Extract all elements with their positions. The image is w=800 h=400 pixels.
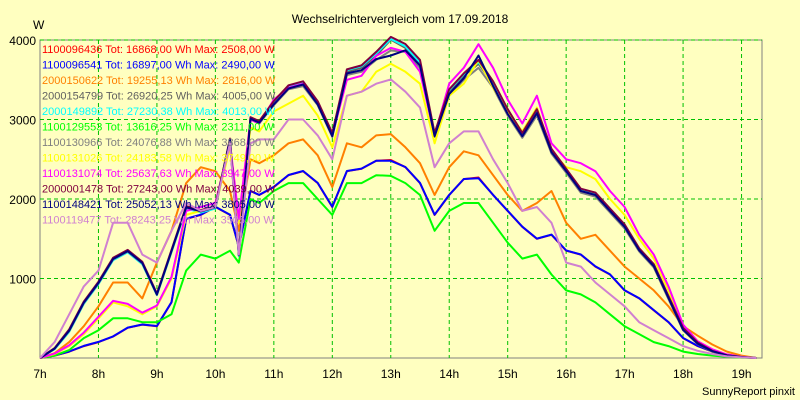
legend-entry: 1100119477 Tot: 28243,25 Wh Max: 3505,00…: [42, 215, 274, 227]
y-axis-unit: W: [33, 18, 45, 32]
x-tick-label: 16h: [556, 367, 576, 381]
x-tick-label: 19h: [732, 367, 752, 381]
x-tick-label: 13h: [381, 367, 401, 381]
series-line-6: [39, 174, 757, 359]
x-tick-label: 17h: [615, 367, 635, 381]
legend-entry: 2000149892 Tot: 27230,38 Wh Max: 4013,00…: [42, 106, 276, 118]
x-tick-label: 8h: [92, 367, 105, 381]
legend-entry: 1100096436 Tot: 16868,00 Wh Max: 2508,00…: [42, 44, 275, 56]
chart-title: Wechselrichtervergleich vom 17.09.2018: [292, 12, 509, 26]
y-tick-label: 4000: [9, 34, 36, 48]
legend-entry: 1100129553 Tot: 13616,25 Wh Max: 2311,00…: [42, 122, 274, 134]
x-tick-label: 9h: [150, 367, 163, 381]
x-tick-label: 10h: [205, 367, 225, 381]
legend: 1100096436 Tot: 16868,00 Wh Max: 2508,00…: [42, 44, 276, 227]
grid: [40, 39, 762, 358]
series-line-2: [39, 159, 757, 359]
legend-entry: 2000150622 Tot: 19255,13 Wh Max: 2816,00…: [42, 75, 276, 87]
series-line-11: [39, 49, 757, 359]
x-tick-label: 11h: [264, 367, 283, 381]
legend-entry: 2000154799 Tot: 26920,25 Wh Max: 4005,00…: [42, 91, 276, 103]
legend-entry: 1100131026 Tot: 24183,58 Wh Max: 3749,00…: [42, 153, 275, 165]
legend-entry: 1100130966 Tot: 24076,88 Wh Max: 3868,00…: [42, 137, 275, 149]
series-lines: [39, 35, 757, 359]
footer-credit: SunnyReport pinxit: [702, 386, 795, 398]
x-tick-label: 7h: [33, 367, 46, 381]
x-tick-label: 18h: [673, 367, 693, 381]
x-tick-label: 14h: [439, 367, 459, 381]
legend-entry: 2000001478 Tot: 27243,00 Wh Max: 4039,00…: [42, 184, 276, 196]
x-tick-label: 12h: [322, 367, 342, 381]
series-line-12: [39, 78, 757, 359]
y-tick-label: 1000: [9, 273, 36, 287]
legend-entry: 1100148421 Tot: 25052,13 Wh Max: 3805,00…: [42, 199, 275, 211]
y-axis-ticks: 1000 2000 3000 4000: [9, 34, 36, 287]
x-tick-label: 15h: [498, 367, 518, 381]
legend-entry: 1100096541 Tot: 16897,00 Wh Max: 2490,00…: [42, 60, 275, 72]
y-tick-label: 3000: [9, 114, 36, 128]
y-tick-label: 2000: [9, 193, 36, 207]
series-line-9: [39, 43, 757, 359]
x-axis-ticks: 7h 8h 9h 10h 11h 12h 13h 14h 15h 16h 17h 18h 19h: [33, 367, 751, 381]
legend-entry: 1100131074 Tot: 25637,63 Wh Max: 3947,00…: [42, 168, 275, 180]
